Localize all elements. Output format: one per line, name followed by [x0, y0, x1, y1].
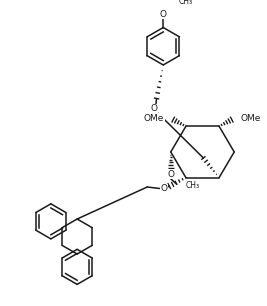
- Text: OMe: OMe: [241, 114, 261, 123]
- Text: O: O: [167, 170, 174, 179]
- Text: OMe: OMe: [144, 114, 164, 123]
- Text: O: O: [160, 10, 167, 19]
- Text: O: O: [160, 184, 167, 193]
- Text: CH₃: CH₃: [179, 0, 193, 6]
- Text: O: O: [150, 104, 157, 113]
- Text: CH₃: CH₃: [185, 181, 199, 190]
